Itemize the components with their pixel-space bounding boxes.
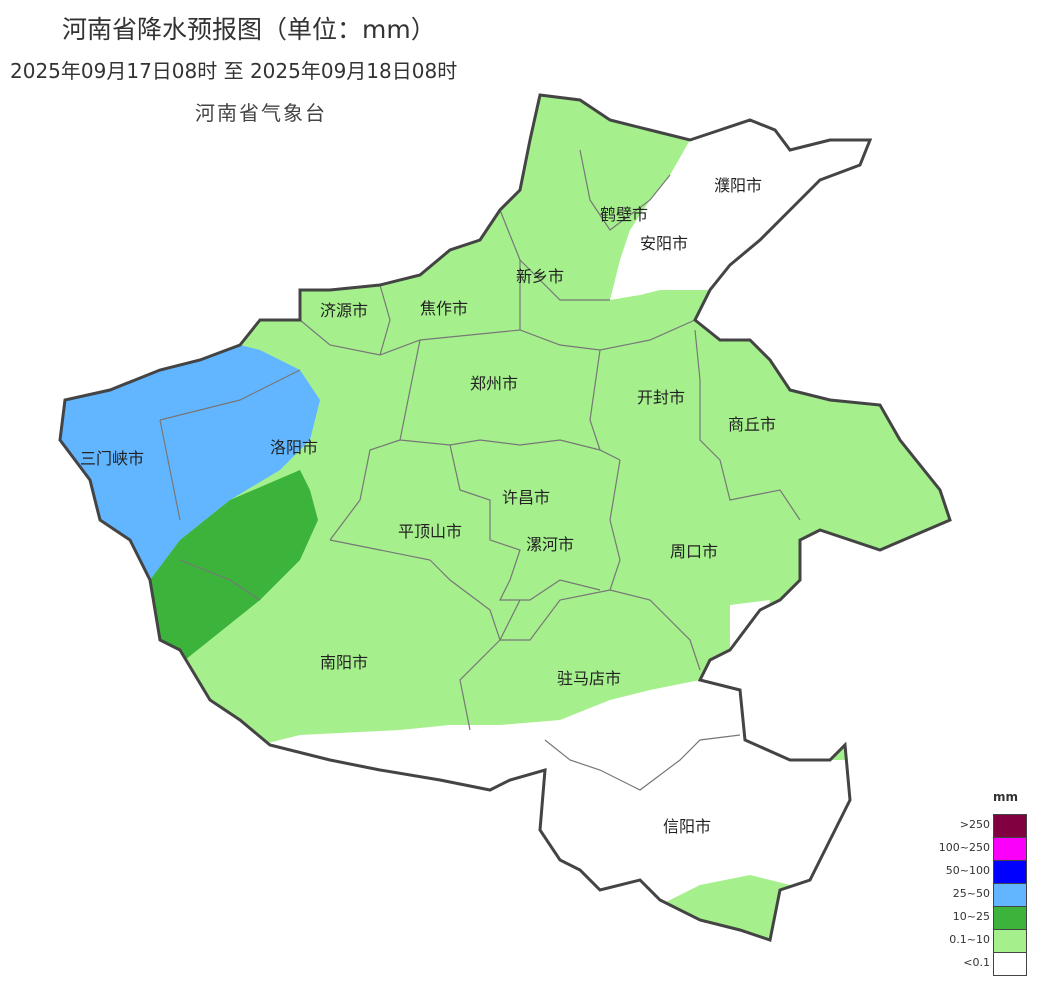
city-label: 濮阳市	[714, 176, 762, 195]
city-label: 漯河市	[526, 535, 574, 554]
legend-item: >250	[955, 814, 1030, 838]
province-boundary	[58, 93, 952, 942]
legend-unit: mm	[993, 790, 1019, 804]
city-label: 周口市	[670, 542, 718, 561]
legend-item: 10~25	[953, 906, 1030, 930]
city-label: 开封市	[637, 388, 685, 407]
city-label: 南阳市	[320, 653, 368, 672]
city-label: 驻马店市	[557, 669, 621, 688]
agency-name: 河南省气象台	[195, 101, 327, 125]
dry-area-north-east	[610, 120, 880, 300]
legend-item: 100~250	[939, 837, 1030, 861]
legend-item: 50~100	[946, 860, 1030, 884]
city-labels: 濮阳市 鹤壁市 安阳市 新乡市 济源市 焦作市 郑州市 开封市 商丘市 三门峡市…	[80, 176, 776, 836]
city-label: 平顶山市	[398, 522, 462, 541]
legend-item: 25~50	[953, 883, 1030, 907]
city-label: 焦作市	[420, 299, 468, 318]
city-label: 信阳市	[663, 817, 711, 836]
city-label: 洛阳市	[270, 438, 318, 457]
forecast-period: 2025年09月17日08时 至 2025年09月18日08时	[10, 59, 458, 83]
city-label: 三门峡市	[80, 449, 144, 468]
city-label: 许昌市	[502, 488, 550, 507]
rain-area-25-50	[60, 345, 320, 580]
rain-area-10-25	[150, 470, 318, 660]
rain-area-xinyang-south	[660, 875, 790, 940]
city-label: 鹤壁市	[600, 205, 648, 224]
city-label: 郑州市	[470, 374, 518, 393]
city-label: 济源市	[320, 301, 368, 320]
city-label: 安阳市	[640, 234, 688, 253]
city-boundaries	[159, 149, 801, 791]
city-label: 新乡市	[516, 267, 564, 286]
legend-item: <0.1	[955, 952, 1030, 976]
city-label: 商丘市	[728, 415, 776, 434]
map-title: 河南省降水预报图（单位：mm）	[62, 15, 436, 44]
legend-item: 0.1~10	[949, 929, 1030, 953]
